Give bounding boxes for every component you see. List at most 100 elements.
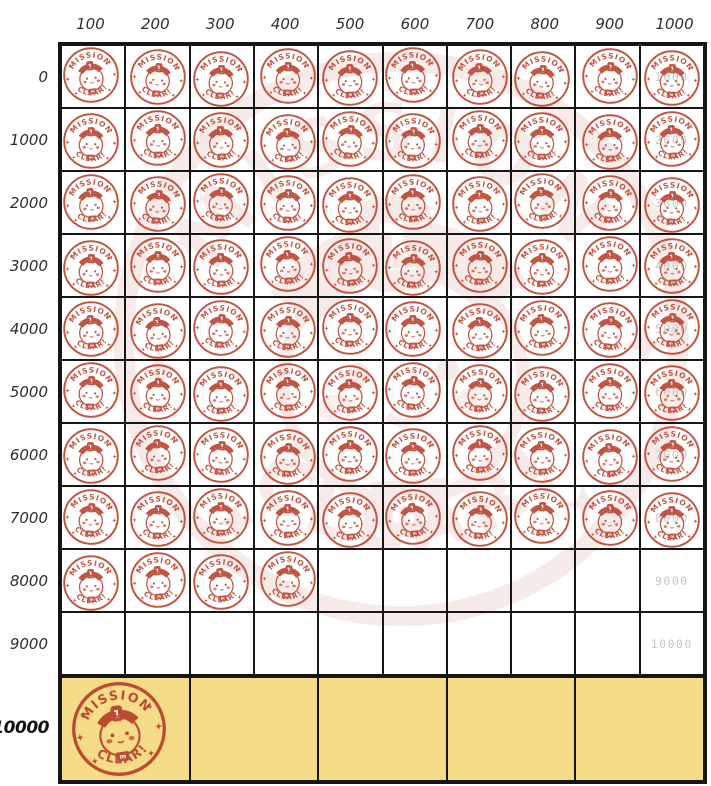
grid-cell[interactable] (125, 612, 190, 675)
grid-cell[interactable] (125, 486, 190, 549)
grid-cell[interactable] (189, 612, 254, 675)
grid-cell[interactable] (189, 45, 254, 108)
grid-cell[interactable] (446, 171, 512, 234)
grid-cell[interactable] (253, 486, 319, 549)
grid-cell[interactable] (253, 549, 318, 612)
grid-cell[interactable] (253, 234, 318, 297)
grid-cell[interactable] (190, 297, 254, 360)
grid-cell[interactable] (575, 108, 640, 171)
grid-cell[interactable] (446, 549, 512, 612)
grid-cell[interactable] (125, 171, 189, 234)
grid-cell[interactable]: 3000 (639, 171, 704, 234)
grid-cell[interactable] (511, 171, 576, 234)
grid-cell[interactable] (383, 234, 447, 297)
grid-cell[interactable] (575, 45, 639, 108)
grid-cell[interactable] (125, 45, 189, 108)
grid-cell[interactable]: 9000 (639, 549, 704, 612)
grid-cell[interactable] (575, 486, 640, 549)
bonus-cell[interactable] (446, 677, 576, 781)
grid-cell[interactable] (575, 612, 640, 675)
grid-cell[interactable] (61, 486, 126, 549)
grid-cell[interactable] (253, 108, 318, 171)
grid-cell[interactable] (382, 549, 447, 612)
grid-cell[interactable]: 1000 (639, 45, 704, 108)
grid-cell[interactable] (253, 297, 318, 360)
grid-cell[interactable] (575, 171, 639, 234)
grid-cell[interactable] (575, 423, 639, 486)
grid-cell[interactable] (318, 297, 383, 360)
grid-cell[interactable] (61, 234, 126, 297)
grid-cell[interactable] (318, 486, 383, 549)
grid-cell[interactable] (383, 360, 447, 423)
grid-cell[interactable] (253, 45, 319, 108)
bonus-cell[interactable] (318, 677, 447, 781)
grid-cell[interactable]: 4000 (639, 234, 704, 297)
grid-cell[interactable] (446, 297, 512, 360)
grid-cell[interactable]: 8000 (639, 486, 704, 549)
grid-cell[interactable]: 7000 (639, 423, 704, 486)
grid-cell[interactable] (511, 234, 576, 297)
grid-cell[interactable] (318, 108, 383, 171)
grid-cell[interactable] (189, 360, 254, 423)
grid-cell[interactable] (575, 360, 640, 423)
grid-cell[interactable] (446, 423, 512, 486)
grid-cell[interactable] (61, 108, 126, 171)
grid-cell[interactable] (61, 423, 126, 486)
grid-cell[interactable] (575, 234, 640, 297)
grid-cell[interactable] (446, 612, 512, 675)
grid-cell[interactable] (189, 108, 254, 171)
grid-cell[interactable] (318, 234, 383, 297)
grid-cell[interactable] (382, 171, 447, 234)
grid-cell[interactable] (511, 108, 576, 171)
grid-cell[interactable] (383, 45, 447, 108)
grid-cell[interactable] (253, 423, 318, 486)
grid-cell[interactable] (61, 549, 126, 612)
grid-cell[interactable]: 5000 (639, 297, 704, 360)
grid-cell[interactable] (125, 297, 189, 360)
grid-cell[interactable] (446, 108, 512, 171)
grid-cell[interactable] (511, 486, 576, 549)
grid-cell[interactable] (189, 171, 254, 234)
grid-cell[interactable] (125, 360, 190, 423)
bonus-cell[interactable] (61, 677, 190, 781)
grid-cell[interactable] (511, 360, 576, 423)
grid-cell[interactable]: 6000 (639, 360, 704, 423)
grid-cell[interactable] (61, 45, 126, 108)
grid-cell[interactable] (253, 171, 319, 234)
grid-cell[interactable] (190, 549, 254, 612)
grid-cell[interactable] (125, 234, 190, 297)
grid-cell[interactable] (511, 549, 576, 612)
grid-cell[interactable] (511, 297, 576, 360)
bonus-cell[interactable] (189, 677, 319, 781)
grid-cell[interactable]: 10000 (639, 612, 704, 675)
grid-cell[interactable] (318, 549, 383, 612)
grid-cell[interactable] (61, 360, 126, 423)
grid-cell[interactable] (383, 486, 447, 549)
grid-cell[interactable] (575, 549, 640, 612)
grid-cell[interactable] (125, 108, 190, 171)
grid-cell[interactable] (125, 549, 190, 612)
grid-cell[interactable] (575, 297, 639, 360)
grid-cell[interactable] (61, 297, 126, 360)
grid-cell[interactable] (61, 171, 126, 234)
grid-cell[interactable] (318, 171, 383, 234)
grid-cell[interactable] (446, 486, 511, 549)
grid-cell[interactable] (382, 423, 447, 486)
grid-cell[interactable] (446, 234, 512, 297)
grid-cell[interactable] (190, 423, 254, 486)
grid-cell[interactable] (253, 612, 319, 675)
grid-cell[interactable] (446, 45, 511, 108)
grid-cell[interactable] (189, 234, 254, 297)
grid-cell[interactable] (382, 612, 447, 675)
bonus-cell[interactable] (575, 677, 704, 781)
grid-cell[interactable] (511, 612, 576, 675)
grid-cell[interactable] (318, 612, 383, 675)
grid-cell[interactable]: 2000 (639, 108, 704, 171)
grid-cell[interactable] (318, 423, 383, 486)
grid-cell[interactable] (318, 45, 383, 108)
grid-cell[interactable] (511, 45, 576, 108)
grid-cell[interactable] (189, 486, 254, 549)
grid-cell[interactable] (318, 360, 383, 423)
grid-cell[interactable] (125, 423, 189, 486)
grid-cell[interactable] (383, 108, 447, 171)
